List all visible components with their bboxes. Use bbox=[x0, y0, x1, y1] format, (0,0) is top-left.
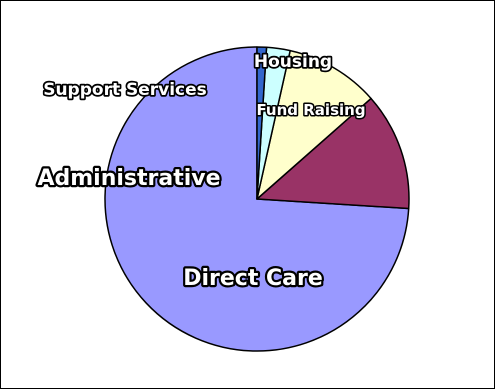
pie-labels: Direct Care Administrative Support Service… bbox=[35, 50, 367, 293]
pie-slice-fund-raising bbox=[256, 46, 268, 200]
slice-label-fund-raising: Fund Raising bbox=[256, 101, 365, 119]
pie-slices bbox=[104, 46, 410, 352]
slice-label-administrative: Administrative bbox=[37, 166, 220, 191]
slice-label-direct-care: Direct Care bbox=[183, 266, 323, 291]
pie-slice-administrative bbox=[256, 97, 410, 210]
slice-label-support-services: Support Services bbox=[43, 80, 207, 100]
pie-slice-support-services bbox=[256, 49, 372, 200]
slice-label-housing: Housing bbox=[254, 52, 332, 72]
